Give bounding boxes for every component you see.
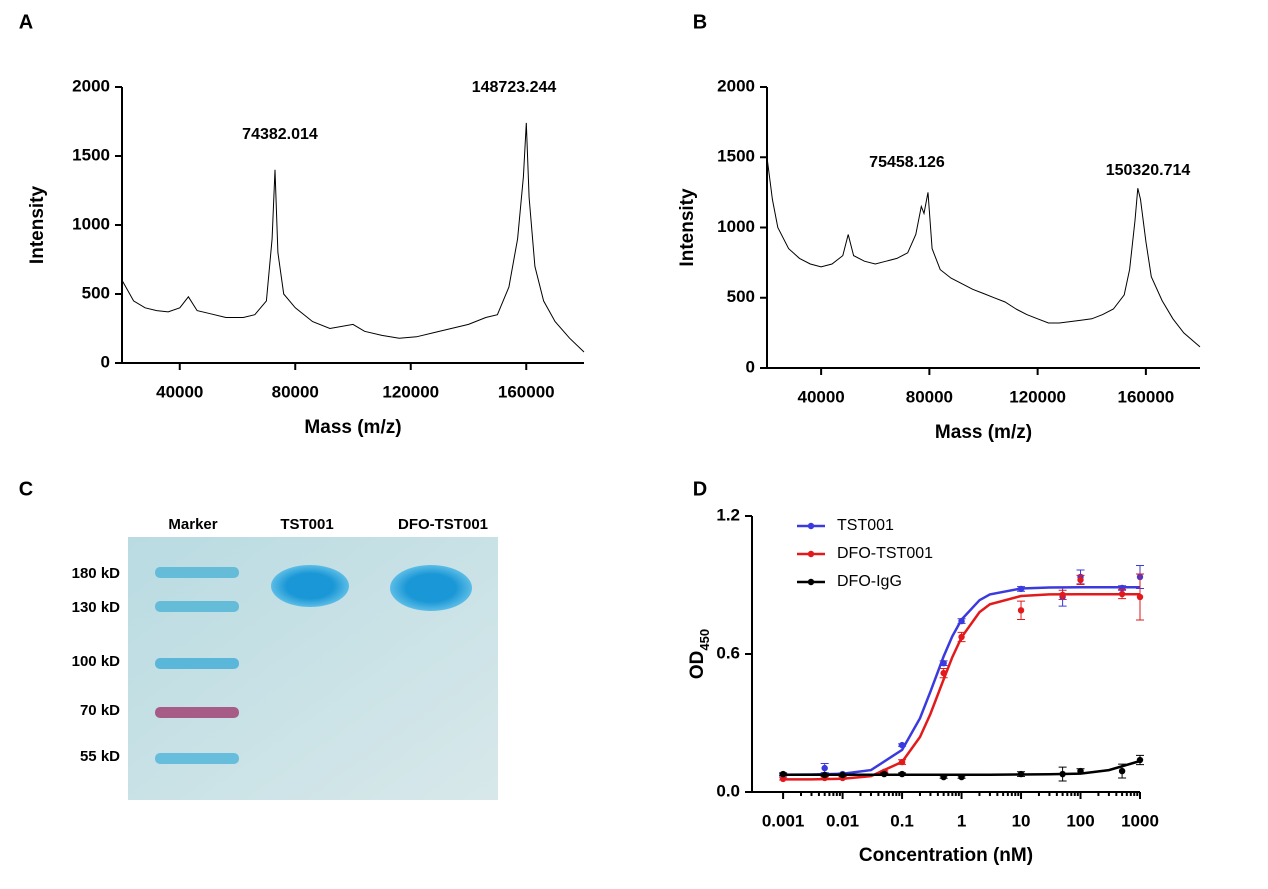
y-tick-label: 0.0 (716, 781, 740, 800)
data-point (1059, 770, 1066, 778)
x-tick-label: 40000 (156, 382, 203, 401)
data-point (1017, 585, 1025, 593)
data-point (821, 764, 828, 772)
x-tick-label: 40000 (797, 387, 844, 406)
y-axis-label: OD450 (687, 629, 712, 679)
y-axis-label-main: OD (687, 651, 708, 680)
x-tick-label: 10 (1012, 811, 1031, 830)
legend-marker (807, 578, 815, 586)
peak-annotation: 75458.126 (869, 154, 945, 171)
x-tick-label: 1000 (1121, 811, 1159, 830)
y-tick-label: 500 (727, 287, 755, 306)
peak-annotation: 148723.244 (472, 79, 557, 96)
y-tick-label: 1000 (717, 217, 755, 236)
lane-label: Marker (168, 516, 217, 533)
data-point (958, 617, 965, 625)
data-point (821, 771, 828, 779)
peak-annotation: 74382.014 (242, 126, 318, 143)
x-tick-label: 0.01 (826, 811, 859, 830)
data-point (898, 758, 906, 766)
legend-label: TST001 (837, 517, 894, 534)
protein-band (271, 565, 349, 607)
legend-label: DFO-IgG (837, 573, 902, 590)
data-point (1118, 767, 1126, 775)
data-point (880, 770, 888, 778)
y-tick-label: 2000 (72, 76, 110, 95)
spectrum-line (121, 122, 585, 353)
ladder-band (155, 753, 239, 764)
data-point (1077, 767, 1084, 775)
panel-letter: A (19, 11, 33, 33)
ladder-band (155, 658, 239, 669)
y-tick-label: 1000 (72, 214, 110, 233)
data-point (839, 771, 846, 779)
data-point (940, 660, 947, 667)
data-point (940, 773, 947, 781)
y-tick-label: 0 (101, 352, 110, 371)
data-point (779, 775, 787, 783)
lane-label: TST001 (280, 516, 333, 533)
ladder-label: 70 kD (80, 702, 120, 719)
ladder-label: 55 kD (80, 748, 120, 765)
data-point (1017, 607, 1025, 614)
x-tick-label: 0.001 (762, 811, 805, 830)
spectrum-line (766, 157, 1201, 348)
x-axis-label: Mass (m/z) (304, 417, 401, 438)
protein-band (390, 565, 472, 611)
x-tick-label: 120000 (1009, 387, 1066, 406)
x-tick-label: 80000 (272, 382, 319, 401)
panel-letter: B (693, 11, 707, 33)
y-tick-label: 1.2 (716, 505, 740, 524)
data-point (898, 741, 906, 749)
y-tick-label: 0.6 (716, 643, 740, 662)
data-point (958, 633, 965, 641)
peak-annotation: 150320.714 (1106, 162, 1191, 179)
x-tick-label: 160000 (1118, 387, 1175, 406)
data-point (1136, 756, 1144, 764)
panel-letter: D (693, 478, 707, 500)
y-tick-label: 1500 (72, 145, 110, 164)
ladder-label: 180 kD (72, 565, 121, 582)
y-tick-label: 1500 (717, 147, 755, 166)
data-point (1017, 770, 1025, 778)
x-axis-label: Concentration (nM) (859, 845, 1033, 866)
lane-label: DFO-TST001 (398, 516, 488, 533)
ladder-band (155, 707, 239, 718)
ladder-label: 100 kD (72, 653, 121, 670)
data-point (1059, 591, 1066, 599)
y-axis-label: Intensity (27, 186, 48, 265)
legend-marker (807, 550, 815, 558)
legend-label: DFO-TST001 (837, 545, 933, 562)
ladder-band (155, 601, 239, 612)
ladder-label: 130 kD (72, 599, 121, 616)
x-tick-label: 100 (1066, 811, 1094, 830)
data-point (898, 770, 906, 778)
x-tick-label: 1 (957, 811, 966, 830)
y-axis-label-sub: 450 (697, 629, 712, 651)
data-point (940, 669, 947, 677)
data-point (958, 773, 965, 781)
legend-marker (807, 522, 815, 530)
data-point (779, 770, 787, 778)
fit-curve (783, 586, 1140, 777)
x-axis-label: Mass (m/z) (935, 422, 1032, 443)
y-tick-label: 2000 (717, 76, 755, 95)
x-tick-label: 160000 (498, 382, 555, 401)
ladder-band (155, 567, 239, 578)
x-tick-label: 0.1 (890, 811, 914, 830)
y-axis-label: Intensity (677, 188, 698, 267)
panel-letter: C (19, 478, 33, 500)
data-point (1077, 576, 1084, 584)
x-tick-label: 120000 (382, 382, 439, 401)
data-point (1136, 593, 1144, 601)
x-tick-label: 80000 (906, 387, 953, 406)
data-point (1118, 590, 1126, 598)
y-tick-label: 0 (746, 357, 755, 376)
y-tick-label: 500 (82, 283, 110, 302)
